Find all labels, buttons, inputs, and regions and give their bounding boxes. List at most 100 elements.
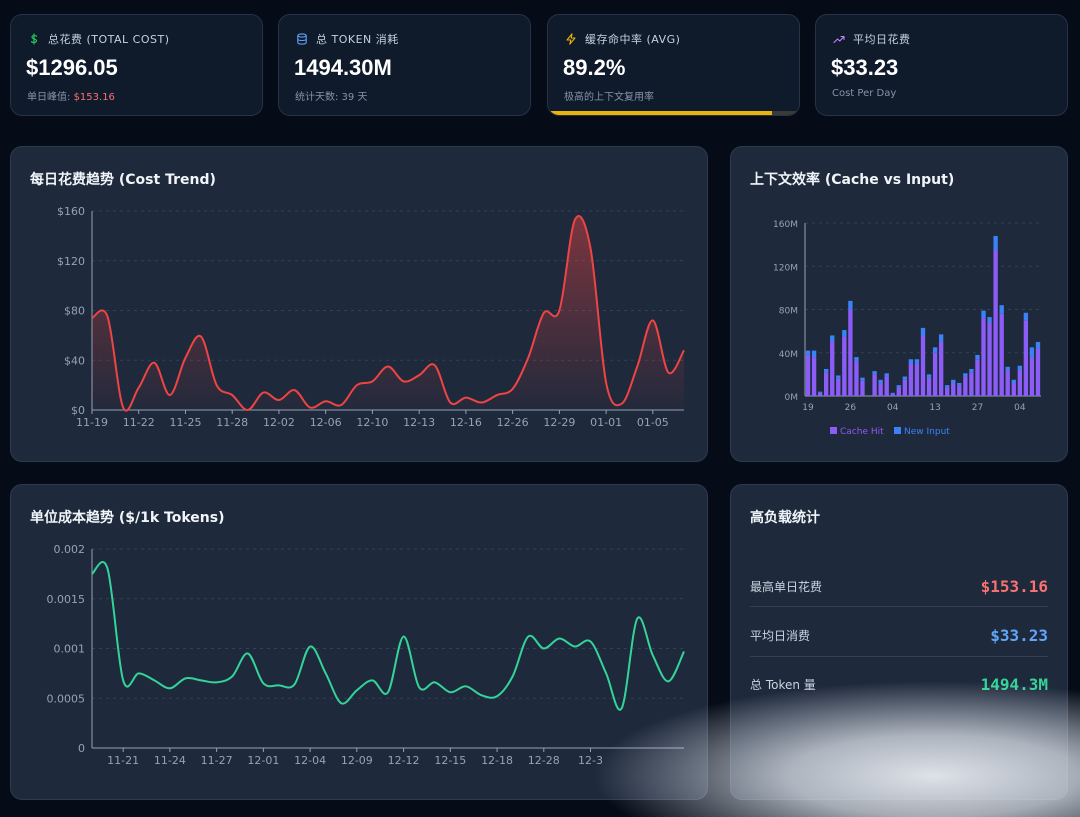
cost-trend-card: 每日花费趋势 (Cost Trend) $0 $40 $80 $120 $160 11-1…	[10, 146, 708, 462]
x-tick-label: 12-16	[450, 416, 482, 429]
bar-cache-hit	[987, 322, 992, 396]
bar-new-input	[975, 354, 980, 360]
x-tick-label: 13	[929, 403, 940, 413]
x-tick-label: 12-13	[403, 416, 435, 429]
bar-cache-hit	[902, 379, 908, 396]
bar-new-input	[836, 375, 841, 379]
high-load-card: 高负载统计 最高单日花费 $153.16 平均日消费 $33.23 总 Toke…	[730, 484, 1068, 800]
stat-label-text: 缓存命中率 (AVG)	[585, 33, 681, 46]
y-tick-label: $0	[71, 404, 85, 417]
trend-up-icon	[833, 35, 845, 44]
high-load-title: 高负载统计	[750, 510, 820, 526]
stat-sub: 极高的上下文复用率	[564, 92, 654, 103]
bar-new-input	[817, 391, 823, 393]
dollar-icon	[30, 33, 38, 45]
bar-cache-hit	[963, 376, 968, 396]
cost-trend-chart: $0 $40 $80 $120 $160 11-19 11-22 11-25 11-28 12-0…	[57, 205, 685, 429]
bar-new-input	[824, 368, 829, 373]
bar-new-input	[830, 335, 835, 342]
bar-new-input	[914, 359, 920, 364]
y-tick-label: $120	[57, 255, 85, 268]
bar-new-input	[878, 379, 883, 384]
bar-new-input	[932, 347, 938, 353]
bar-cache-hit	[817, 392, 823, 396]
x-tick-label: 04	[887, 403, 899, 413]
y-tick-label: 0.0015	[47, 593, 86, 606]
bar-cache-hit	[938, 341, 944, 396]
bar-cache-hit	[860, 380, 865, 396]
bar-new-input	[951, 379, 956, 384]
bar-new-input	[884, 373, 889, 377]
cost-trend-title: 每日花费趋势 (Cost Trend)	[30, 172, 216, 188]
lightning-icon	[566, 33, 576, 45]
bar-cache-hit	[981, 318, 986, 396]
stat-sub-prefix: 单日峰值:	[27, 92, 74, 103]
unit-cost-chart: 0 0.0005 0.001 0.0015 0.002 11-21 11-24 11-27 12…	[47, 543, 685, 767]
y-tick-label: 0M	[785, 393, 799, 403]
y-tick-label: $40	[64, 354, 85, 367]
bar-cache-hit	[1011, 383, 1016, 396]
bar-cache-hit	[908, 363, 914, 396]
cache-hit-progress-fill	[548, 111, 772, 115]
row-label: 最高单日花费	[750, 579, 823, 594]
x-tick-label: 01-05	[637, 416, 669, 429]
bar-new-input	[1035, 341, 1041, 349]
bar-new-input	[993, 235, 998, 251]
bar-cache-hit	[830, 341, 835, 396]
bar-cache-hit	[842, 336, 847, 396]
bar-cache-hit	[914, 363, 920, 396]
stat-sub: 统计天数: 39 天	[295, 92, 368, 103]
stat-label-text: 平均日花费	[853, 33, 911, 46]
y-tick-label: $160	[57, 205, 85, 218]
bar-new-input	[1029, 347, 1035, 358]
bar-cache-hit	[1029, 357, 1035, 396]
y-tick-label: 0.001	[54, 643, 86, 656]
bar-new-input	[945, 385, 950, 388]
bar-cache-hit	[969, 372, 974, 396]
cache-chart-title: 上下文效率 (Cache vs Input)	[750, 172, 955, 188]
x-tick-label: 01-01	[590, 416, 622, 429]
bar-cache-hit	[993, 250, 998, 396]
bar-new-input	[969, 368, 974, 373]
x-tick-label: 12-18	[481, 754, 513, 767]
stat-label: 缓存命中率 (AVG)	[565, 31, 680, 47]
x-tick-label: 12-10	[356, 416, 388, 429]
bar-cache-hit	[836, 378, 841, 396]
bar-new-input	[848, 300, 853, 310]
stat-sub-peak: $153.16	[73, 92, 115, 103]
bar-new-input	[908, 359, 914, 364]
bar-new-input	[938, 334, 944, 342]
high-load-row-avg: 平均日消费 $33.23	[750, 610, 1048, 660]
stat-card-avg-daily: 平均日花费 $33.23 Cost Per Day	[815, 14, 1068, 116]
bar-cache-hit	[854, 361, 859, 396]
y-tick-label: 0.002	[54, 543, 86, 556]
legend-label: Cache Hit	[840, 427, 884, 437]
x-tick-label: 12-29	[543, 416, 575, 429]
row-value: $153.16	[980, 576, 1048, 596]
bar-new-input	[890, 392, 895, 394]
stat-sub: Cost Per Day	[832, 88, 897, 99]
bar-cache-hit	[957, 385, 962, 396]
stat-card-total-token: 总 TOKEN 消耗 1494.30M 统计天数: 39 天	[278, 14, 531, 116]
bar-new-input	[981, 310, 986, 319]
stat-label-text: 总 TOKEN 消耗	[316, 33, 399, 46]
bar-cache-hit	[945, 387, 950, 396]
bar-cache-hit	[890, 393, 895, 396]
y-tick-label: 0	[78, 742, 85, 755]
bar-new-input	[860, 377, 865, 381]
bar-cache-hit	[896, 387, 901, 396]
x-tick-label: 11-25	[169, 416, 201, 429]
bar-new-input	[957, 383, 962, 386]
high-load-row-max: 最高单日花费 $153.16	[750, 561, 1048, 611]
row-label: 平均日消费	[750, 628, 811, 643]
y-tick-label: 160M	[773, 220, 798, 230]
stat-label: 总花费 (TOTAL COST)	[28, 31, 170, 47]
row-divider	[750, 656, 1048, 657]
bar-cache-hit	[848, 309, 853, 396]
legend-label: New Input	[904, 427, 950, 437]
cache-chart-card: 上下文效率 (Cache vs Input) 0M 40M 80M 120M 160M 1…	[730, 146, 1068, 462]
stat-value: $33.23	[831, 55, 899, 80]
bar-new-input	[872, 371, 877, 375]
bar-cache-hit	[1005, 370, 1010, 396]
y-tick-label: 120M	[773, 263, 798, 273]
